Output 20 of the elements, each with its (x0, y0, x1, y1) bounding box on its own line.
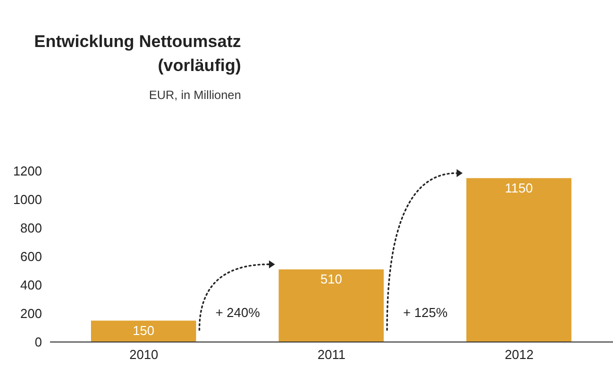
bar (466, 178, 572, 342)
y-tick-label: 0 (34, 334, 42, 350)
y-tick-label: 1200 (13, 164, 42, 179)
x-tick-label: 2011 (318, 347, 346, 362)
chart-subtitle: EUR, in Millionen (148, 88, 241, 102)
x-tick-label: 2012 (504, 347, 534, 362)
data-label: 150 (132, 322, 154, 338)
y-tick-label: 400 (20, 278, 42, 293)
annotation: + 125% (403, 305, 448, 320)
y-tick-label: 600 (20, 249, 42, 264)
annotation: + 240% (215, 305, 260, 320)
y-tick-label: 1000 (13, 192, 42, 208)
data-label: 510 (320, 272, 342, 287)
data-label: 1150 (504, 180, 533, 196)
chart-title: Entwicklung Nettoumsatz (vorläufig) (33, 31, 241, 77)
y-tick-label: 800 (20, 220, 42, 236)
y-tick-label: 200 (20, 306, 42, 322)
x-tick-label: 2010 (129, 347, 158, 362)
bar (91, 320, 196, 342)
bar (278, 269, 384, 342)
